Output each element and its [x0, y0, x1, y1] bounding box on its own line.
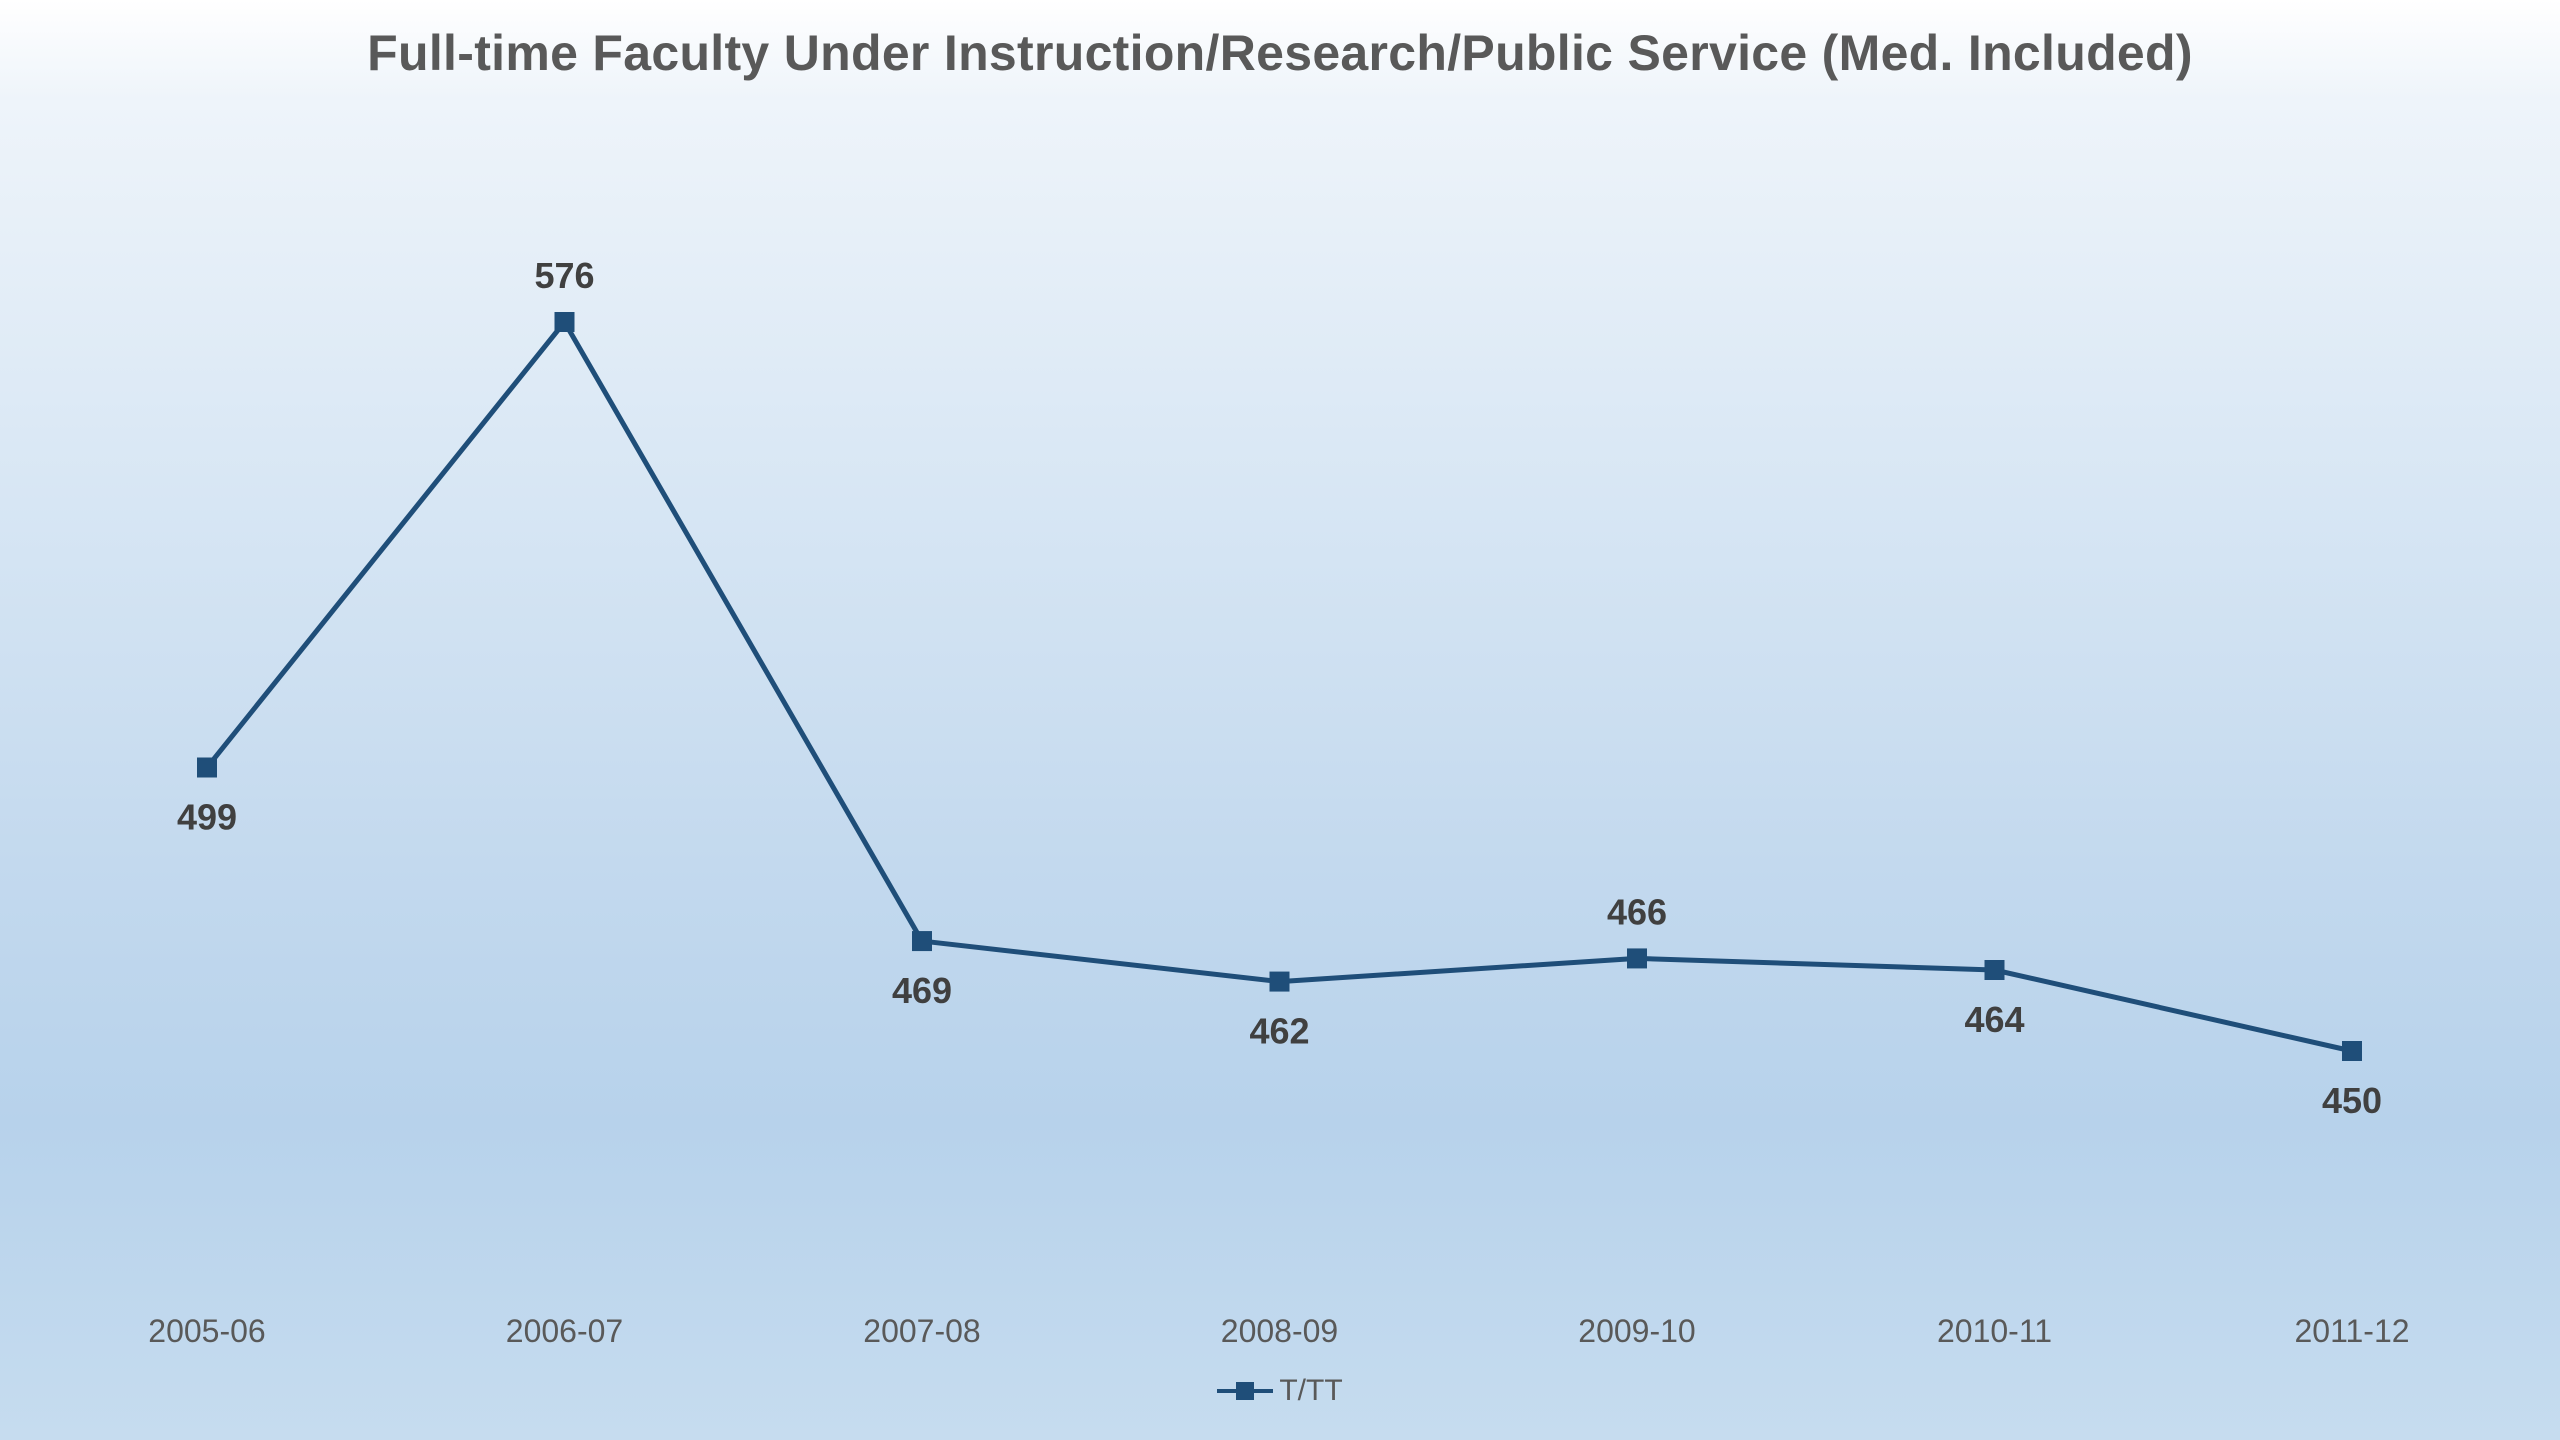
legend: T/TT: [0, 1374, 2560, 1408]
data-point-marker: [2342, 1041, 2362, 1061]
data-point-marker: [912, 931, 932, 952]
data-label: 464: [1964, 999, 2024, 1040]
x-tick-label: 2011-12: [2294, 1313, 2409, 1349]
chart-title: Full-time Faculty Under Instruction/Rese…: [367, 25, 2193, 81]
x-tick-label: 2006-07: [506, 1313, 623, 1349]
data-point-marker: [554, 312, 575, 332]
legend-swatch: [1217, 1381, 1274, 1401]
x-tick-label: 2009-10: [1578, 1313, 1695, 1349]
data-point-marker: [1984, 960, 2005, 980]
data-label: 450: [2322, 1080, 2382, 1121]
data-point-marker: [197, 757, 217, 778]
legend-label-t-tt: T/TT: [1279, 1374, 1343, 1407]
series-line: [205, 319, 2353, 1054]
x-tick-label: 2008-09: [1221, 1313, 1338, 1349]
data-label: 466: [1607, 891, 1667, 932]
x-tick-label: 2010-11: [1937, 1313, 2052, 1349]
data-label: 462: [1249, 1011, 1309, 1052]
data-label: 576: [534, 255, 594, 296]
data-point-marker: [1627, 948, 1647, 969]
x-tick-label: 2007-08: [863, 1313, 980, 1349]
x-tick-label: 2005-06: [148, 1313, 265, 1349]
data-label: 469: [892, 970, 952, 1011]
data-label: 499: [177, 797, 237, 838]
data-point-marker: [1269, 971, 1290, 992]
